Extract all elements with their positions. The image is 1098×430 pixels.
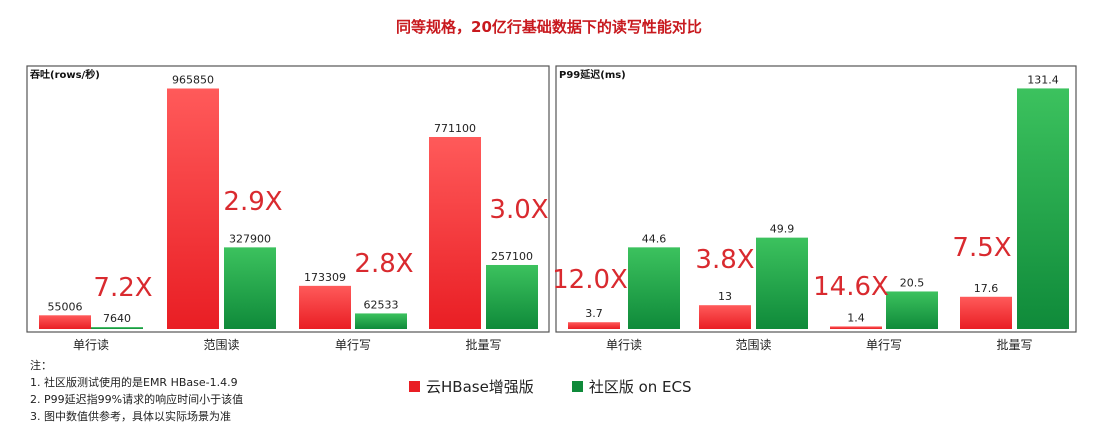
data-label: 62533 [364,298,399,311]
bar-community [355,313,407,329]
chart-frame [555,65,1077,333]
ratio-annotation: 3.8X [695,245,754,275]
bar-cloud [299,285,351,329]
data-label: 257100 [491,250,533,263]
bar-cloud [429,136,481,329]
category-tick-label: 范围读 [203,338,239,352]
data-label: 44.6 [642,232,667,245]
legend-swatch-cloud [409,381,420,392]
bar-cloud [167,88,219,329]
bar-community [224,247,276,329]
page-title: 同等规格，20亿行基础数据下的读写性能对比 [396,18,702,36]
category-tick-label: 批量写 [996,337,1032,352]
category-tick-label: 范围读 [735,338,771,352]
legend: 云HBase增强版 社区版 on ECS [409,376,730,397]
chart-title: 吞吐(rows/秒) [30,68,100,81]
data-label: 55006 [48,300,83,313]
category-tick-label: 单行读 [73,338,109,352]
category-tick-label: 单行读 [606,338,642,352]
chart-title: P99延迟(ms) [559,68,626,81]
ratio-annotation: 14.6X [813,272,889,302]
footnotes: 注： 1. 社区版测试使用的是EMR HBase-1.4.9 2. P99延迟指… [30,357,243,425]
bar-community [91,327,143,329]
data-label: 1.4 [847,311,865,324]
data-label: 49.9 [770,223,795,236]
data-label: 17.6 [974,282,999,295]
ratio-annotation: 2.9X [223,187,282,217]
data-label: 13 [718,290,732,303]
bar-community [756,237,808,329]
legend-label-cloud: 云HBase增强版 [426,378,534,396]
note-item: 3. 图中数值供参考，具体以实际场景为准 [30,410,231,423]
notes-heading: 注： [30,359,52,372]
category-tick-label: 批量写 [465,337,501,352]
category-tick-label: 单行写 [335,338,371,352]
data-label: 771100 [434,122,476,135]
bar-cloud [699,305,751,329]
bar-community [628,247,680,329]
ratio-annotation: 2.8X [354,249,413,279]
legend-entry-cloud: 云HBase增强版 [409,376,534,397]
data-label: 131.4 [1027,73,1059,86]
bar-community [486,264,538,329]
bar-community [886,291,938,329]
legend-label-community: 社区版 on ECS [588,378,692,396]
bar-cloud [568,322,620,329]
legend-entry-community: 社区版 on ECS [571,376,692,397]
bar-cloud [830,326,882,329]
data-label: 20.5 [900,276,925,289]
note-item: 1. 社区版测试使用的是EMR HBase-1.4.9 [30,376,238,389]
data-label: 965850 [172,74,214,87]
ratio-annotation: 12.0X [552,265,628,295]
ratio-annotation: 7.2X [93,273,152,303]
ratio-annotation: 7.5X [952,233,1011,263]
data-label: 327900 [229,232,271,245]
bar-community [1017,88,1069,329]
note-item: 2. P99延迟指99%请求的响应时间小于该值 [30,393,244,406]
data-label: 3.7 [585,307,603,320]
bar-cloud [39,315,91,329]
bar-cloud [960,296,1012,329]
chart-frame [26,65,550,333]
legend-swatch-community [571,381,583,392]
category-tick-label: 单行写 [866,338,902,352]
ratio-annotation: 3.0X [489,195,548,225]
data-label: 7640 [103,312,131,325]
data-label: 173309 [304,271,346,284]
